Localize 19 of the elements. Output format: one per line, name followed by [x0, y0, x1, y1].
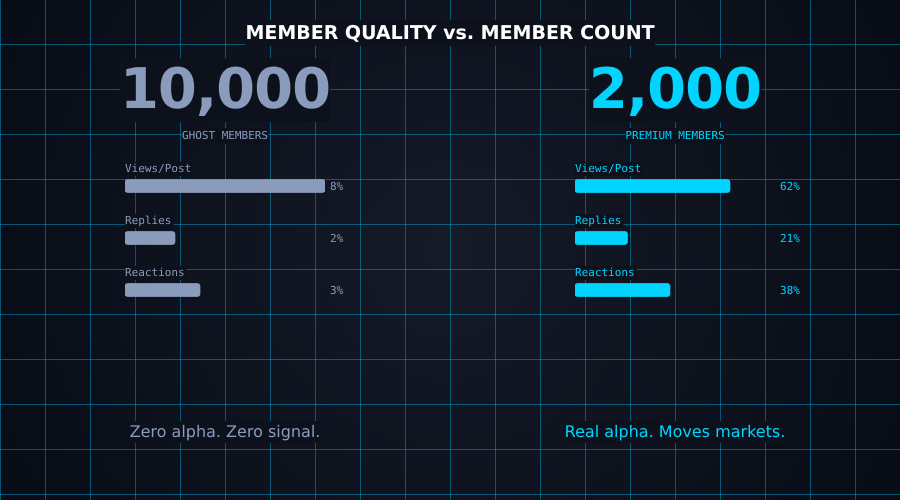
data-label: 38% — [780, 284, 800, 297]
data-label: 3% — [330, 284, 344, 297]
text: MEMBER QUALITY vs. MEMBER COUNT — [245, 20, 655, 46]
y-tick-label: Views/Post — [125, 162, 192, 175]
data-label: 8% — [330, 180, 344, 193]
data-label: 62% — [780, 180, 800, 193]
data-label: 2% — [330, 232, 344, 245]
y-tick-label: Replies — [575, 214, 622, 227]
data-label: 21% — [780, 232, 800, 245]
chart-title: 2,000 — [588, 57, 762, 122]
y-tick-label: Views/Post — [575, 162, 642, 175]
chart-subtitle: GHOST MEMBERS — [182, 128, 268, 144]
text: Zero alpha. Zero signal. — [130, 421, 320, 443]
chart-subtitle: PREMIUM MEMBERS — [625, 128, 725, 144]
chart-title: 10,000 — [120, 57, 330, 122]
y-tick-label: Replies — [125, 214, 172, 227]
y-tick-label: Reactions — [125, 266, 185, 279]
text: Real alpha. Moves markets. — [564, 421, 786, 443]
y-tick-label: Reactions — [575, 266, 635, 279]
